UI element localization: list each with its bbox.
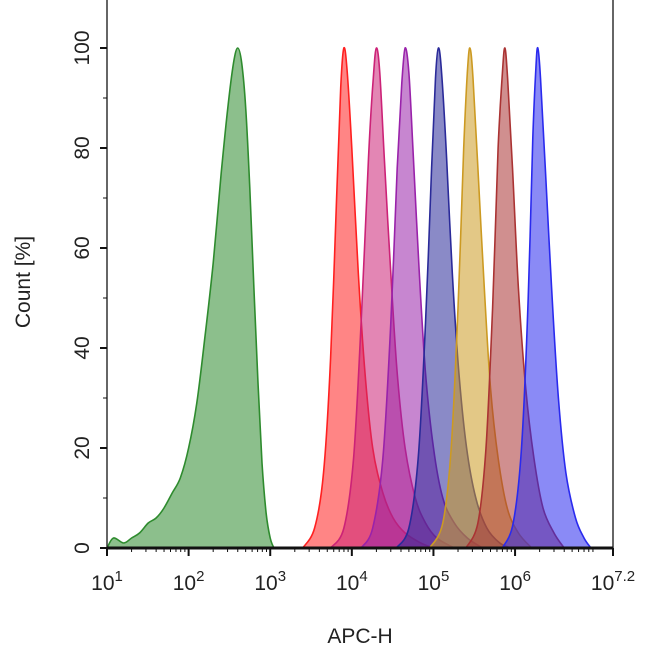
series-2-area <box>330 47 455 548</box>
x-axis-title: APC-H <box>327 625 392 648</box>
x-tick-label: 105 <box>418 568 450 595</box>
series-7-line <box>501 46 592 548</box>
y-tick-label: 80 <box>71 136 94 159</box>
y-tick-label: 100 <box>71 30 94 65</box>
series-0-line <box>107 47 279 548</box>
series-5-area <box>429 47 532 548</box>
series-6-area <box>465 47 565 548</box>
plot-frame <box>106 0 614 550</box>
series-7-area <box>502 47 591 548</box>
series-1-area <box>302 47 434 548</box>
series-3-area <box>361 47 483 548</box>
x-tick-label: 107.2 <box>591 568 635 595</box>
y-tick-label: 40 <box>71 336 94 359</box>
y-axis-title: Count [%] <box>12 236 35 328</box>
y-tick-label: 20 <box>71 436 94 459</box>
x-axis-ticks: 101 102 103 104 105 106 107.2 <box>91 548 635 595</box>
series-4-area <box>396 47 512 548</box>
series-0-area <box>107 48 279 548</box>
x-tick-label: 102 <box>173 568 205 595</box>
x-tick-label: 103 <box>254 568 286 595</box>
series-layer <box>107 46 592 548</box>
y-tick-label: 0 <box>71 542 94 554</box>
x-tick-label: 101 <box>91 568 123 595</box>
x-tick-label: 104 <box>336 568 368 595</box>
x-tick-label: 106 <box>499 568 531 595</box>
y-axis-ticks: 0 20 40 60 80 100 <box>71 30 107 554</box>
y-tick-label: 60 <box>71 236 94 259</box>
